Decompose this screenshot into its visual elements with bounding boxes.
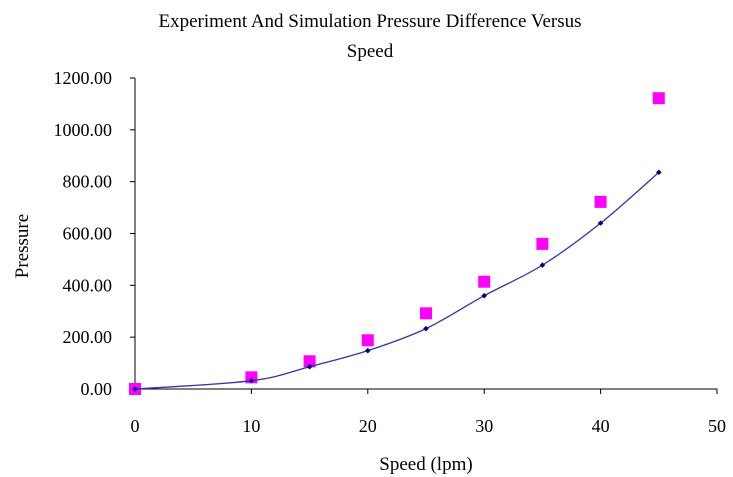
experiment-point [420,307,432,320]
experiment-point [594,195,607,208]
axes [130,77,718,394]
simulation-point [306,363,313,370]
chart-title-line-1: Experiment And Simulation Pressure Diffe… [158,11,581,32]
experiment-point [536,237,549,250]
simulation-point [539,262,546,268]
simulation-point [597,220,604,226]
x-axis-label: Speed (lpm) [379,454,472,475]
experiment-point [361,334,374,347]
simulation-line [134,171,660,390]
data-series [129,92,665,395]
x-tick-label: 50 [708,416,726,436]
y-tick-label: 0.00 [81,379,113,399]
x-tick-label: 20 [359,416,377,436]
experiment-point [478,275,491,288]
simulation-point [656,169,662,176]
experiment-point [303,355,316,368]
y-axis-label: Pressure [12,214,33,278]
x-tick-label: 0 [131,416,140,436]
y-tick-label: 1200.00 [54,68,113,88]
x-tick-label: 10 [242,416,260,436]
simulation-point [248,377,255,384]
simulation-point [132,386,138,392]
simulation-point [365,347,371,354]
chart-title-line-2: Speed [347,41,394,62]
y-tick-label: 800.00 [63,172,113,192]
y-tick-label: 1000.00 [54,120,113,140]
x-tick-label: 40 [592,416,610,436]
y-tick-label: 200.00 [63,327,113,347]
y-tick-label: 400.00 [63,275,113,295]
y-tick-label: 600.00 [63,224,113,244]
simulation-point [423,325,429,332]
experiment-point [652,92,665,105]
x-tick-label: 30 [475,416,493,436]
simulation-point [481,292,487,299]
tick-labels: 0.00 200.00 400.00 600.00 800.00 1000.00 1200.… [54,68,727,436]
